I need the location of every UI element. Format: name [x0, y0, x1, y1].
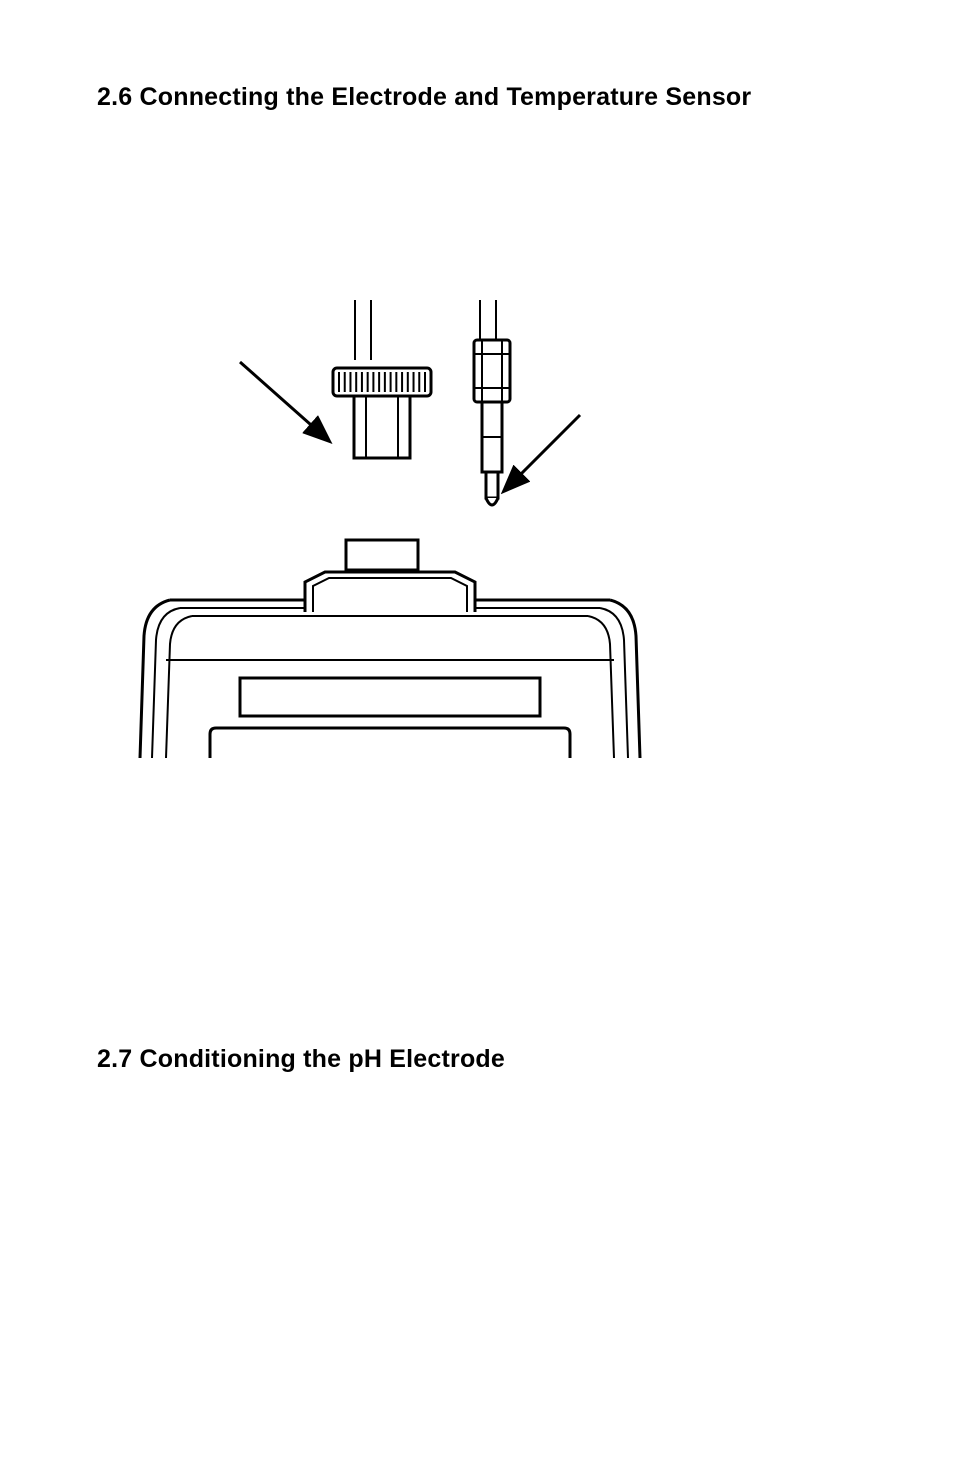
connector-diagram [130, 300, 650, 780]
section-heading-27: 2.7 Conditioning the pH Electrode [97, 1044, 505, 1074]
section-heading-26: 2.6 Connecting the Electrode and Tempera… [97, 82, 751, 112]
